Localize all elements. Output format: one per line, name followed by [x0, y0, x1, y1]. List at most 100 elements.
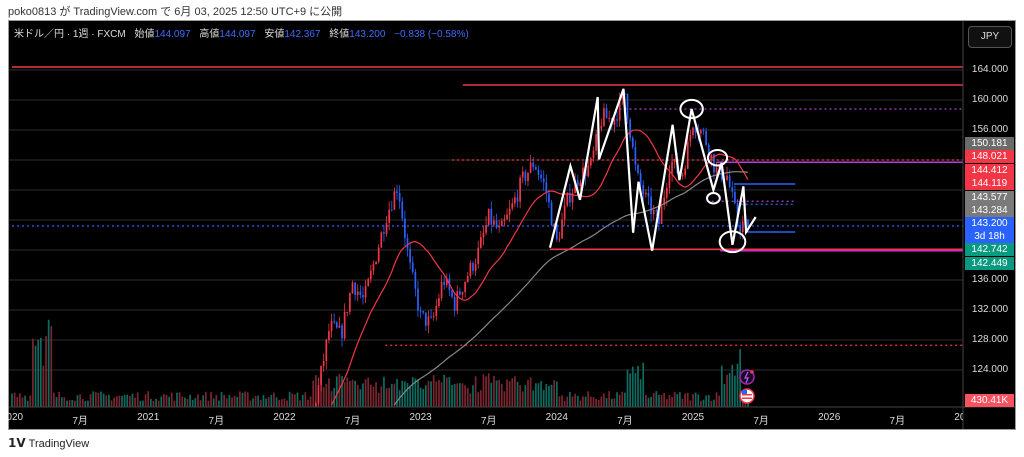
volume-bar — [506, 379, 508, 407]
volume-bar — [516, 381, 519, 407]
drawings[interactable] — [12, 66, 963, 346]
volume-bar — [385, 388, 388, 407]
volume-bar — [267, 397, 270, 407]
volume-bar — [700, 400, 702, 407]
price-axis-label: 164.000 — [971, 64, 1009, 75]
price-tag-value: 143.577 — [971, 191, 1008, 203]
volume-bar — [448, 377, 451, 407]
volume-bar — [341, 376, 343, 407]
volume-bar — [280, 399, 283, 407]
volume-bars — [11, 319, 749, 407]
price-tag-value: 148.021 — [971, 151, 1008, 163]
volume-bar — [42, 365, 45, 407]
volume-bar — [126, 394, 129, 407]
volume-bar — [576, 396, 579, 407]
volume-bar — [194, 398, 197, 407]
volume-bar — [584, 396, 587, 407]
volume-bar — [220, 392, 223, 407]
volume-bar — [618, 394, 621, 407]
volume-bar — [231, 397, 233, 407]
volume-bar — [68, 400, 71, 407]
candle-body — [508, 208, 511, 215]
candle-body — [401, 201, 404, 219]
candle-body — [474, 264, 477, 271]
us-flag-event-icon[interactable] — [739, 388, 755, 404]
time-axis[interactable]: 2020 7月 2021 7月 2022 7月 2023 7月 2024 7月 2025 7月 2026… — [8, 400, 963, 430]
volume-bar — [155, 398, 157, 407]
candle-body — [553, 223, 556, 226]
volume-bar — [123, 395, 126, 407]
volume-bar — [233, 395, 236, 407]
volume-bar — [47, 319, 50, 407]
candle-body — [414, 271, 417, 289]
time-axis-label: 2024 — [545, 412, 568, 423]
candle-body — [419, 310, 422, 312]
volume-bar — [600, 396, 603, 407]
candle-body — [424, 312, 427, 326]
volume-bar — [102, 393, 105, 407]
volume-bar — [713, 399, 715, 407]
candle-body — [346, 311, 349, 313]
candle-body — [571, 193, 574, 203]
volume-bar — [173, 400, 176, 407]
volume-bar — [438, 380, 440, 407]
volume-bar — [542, 390, 545, 407]
candle-body — [524, 171, 527, 181]
publish-caption: poko0813 が TradingView.com で 6月 03, 2025… — [8, 6, 343, 18]
price-tag: 150.181 — [965, 137, 1014, 150]
volume-bar — [414, 378, 417, 407]
volume-bar — [191, 400, 194, 407]
low-label: 安値 — [264, 29, 285, 40]
logo-text: TradingView — [28, 438, 90, 450]
candles — [312, 90, 749, 407]
currency-button[interactable]: JPY — [968, 26, 1012, 48]
time-axis-label: 2025 — [681, 412, 705, 423]
close-value: 143.200 — [349, 29, 386, 40]
volume-bar — [362, 383, 364, 407]
candle-body — [328, 331, 330, 340]
price-axis-label: 160.000 — [971, 94, 1009, 105]
candle-body — [343, 311, 346, 339]
time-axis-label: 2022 — [273, 412, 296, 423]
candle-body — [728, 175, 731, 188]
lightning-event-icon[interactable] — [739, 369, 755, 385]
volume-bar — [453, 383, 456, 407]
volume-bar — [566, 396, 569, 407]
candle-body — [590, 158, 592, 166]
candle-body — [432, 316, 435, 318]
chart-frame[interactable] — [8, 20, 1016, 430]
volume-bar — [521, 391, 524, 407]
volume-bar — [189, 394, 191, 407]
volume-bar — [710, 400, 713, 407]
volume-bar — [658, 394, 660, 407]
candle-body — [550, 202, 553, 226]
time-axis-label: 7月 — [617, 416, 633, 427]
candle-body — [335, 322, 338, 328]
volume-bar — [456, 383, 459, 407]
candle-body — [498, 225, 501, 228]
volume-bar — [144, 394, 147, 407]
candle-body — [390, 209, 393, 211]
high-value: 144.097 — [219, 29, 256, 40]
candle-body — [642, 185, 645, 195]
volume-bar — [50, 326, 53, 407]
open-value: 144.097 — [154, 29, 191, 40]
volume-bar — [702, 399, 705, 407]
candle-body — [647, 192, 650, 197]
volume-bar — [66, 400, 68, 407]
candle-body — [684, 168, 686, 176]
candle-body — [579, 182, 582, 187]
volume-bar — [663, 393, 666, 407]
candle-body — [566, 192, 569, 206]
volume-bar — [29, 395, 32, 407]
tv-logo-icon: 𝟭𝗩 — [8, 436, 26, 450]
candle-body — [466, 276, 469, 283]
volume-bar — [411, 377, 414, 407]
candle-body — [456, 291, 459, 311]
candle-body — [511, 203, 514, 209]
volume-bar — [629, 373, 631, 407]
volume-bar — [204, 391, 207, 407]
open-label: 始値 — [134, 29, 155, 40]
volume-bar — [671, 397, 673, 407]
